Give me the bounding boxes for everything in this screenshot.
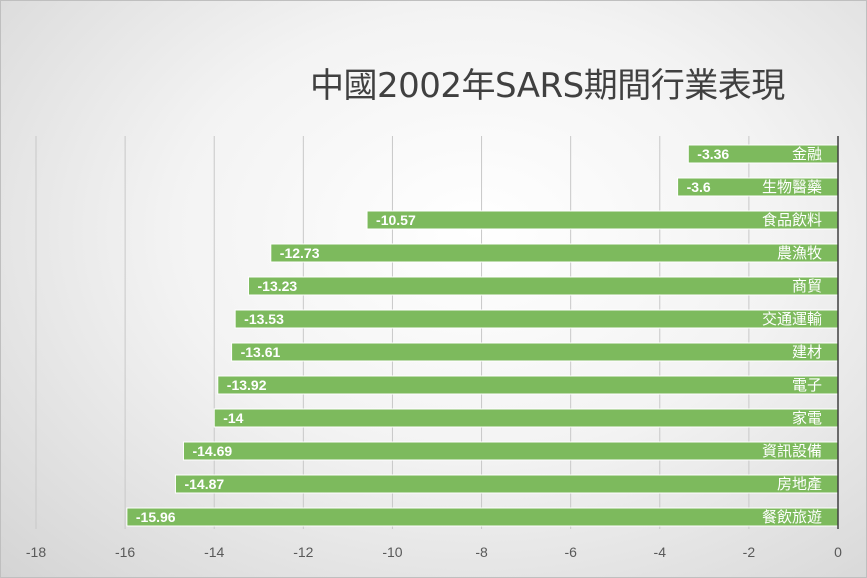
bar [234,309,839,329]
bar [231,342,839,362]
bars: -3.36 金融 -3.6 生物醫藥 -10.57 食品飲料 -12.73 農漁牧 -13.23… [126,144,839,527]
category-label: 交通運輸 [762,310,822,328]
data-label: -13.92 [227,377,267,393]
data-label: -13.53 [244,311,284,327]
bar [270,243,839,263]
x-tick-label: -8 [475,544,488,560]
data-label: -12.73 [280,245,320,261]
category-label: 餐飲旅遊 [762,508,822,526]
x-tick-label: -14 [204,544,224,560]
bar [182,441,839,461]
x-tick-label: -16 [115,544,135,560]
bar [213,408,839,428]
bar [217,375,839,395]
data-label: -14.87 [184,476,224,492]
data-label: -10.57 [376,212,416,228]
data-label: -3.6 [687,179,711,195]
category-label: 資訊設備 [762,442,822,460]
category-label: 農漁牧 [777,244,822,262]
data-label: -3.36 [697,146,729,162]
category-label: 生物醫藥 [762,178,822,196]
category-label: 食品飲料 [762,211,822,229]
x-tick-label: 0 [834,544,842,560]
data-label: -14.69 [192,443,232,459]
bar [174,474,839,494]
data-label: -13.23 [258,278,298,294]
x-tick-label: -6 [564,544,577,560]
data-label: -15.96 [136,509,176,525]
category-label: 家電 [792,409,822,427]
axes: -18 -16 -14 -12 -10 -8 -6 -4 -2 0 [26,136,842,560]
x-tick-label: -12 [293,544,313,560]
category-label: 電子 [792,376,822,394]
category-label: 建材 [792,343,822,361]
chart-title: 中國2002年SARS期間行業表現 [310,66,785,106]
category-label: 商貿 [792,277,822,295]
bar [248,276,839,296]
x-tick-label: -2 [743,544,756,560]
data-label: -13.61 [241,344,281,360]
category-label: 房地產 [777,475,822,493]
x-tick-label: -18 [26,544,46,560]
gridlines [35,136,750,529]
bar [126,507,839,527]
x-tick-label: -10 [382,544,402,560]
x-tick-label: -4 [654,544,667,560]
category-label: 金融 [792,145,822,163]
data-label: -14 [223,410,243,426]
